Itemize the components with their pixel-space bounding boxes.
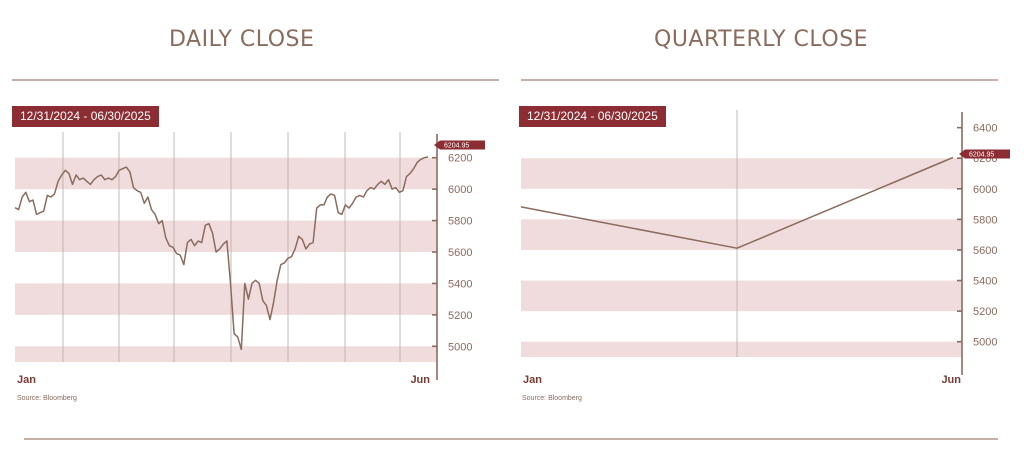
quarterly-band-3 — [521, 158, 962, 189]
daily-x-label-end: Jun — [410, 374, 430, 386]
quarterly-y-tick-label-6000: 6000 — [973, 184, 997, 196]
quarterly-series-line — [520, 156, 954, 249]
quarterly-title-divider — [521, 79, 998, 81]
quarterly-last-value-tag — [959, 149, 1010, 159]
bottom-divider — [24, 438, 998, 440]
quarterly-last-value-label: 6204.95 — [969, 152, 994, 159]
quarterly-y-tick-label-5200: 5200 — [973, 306, 997, 318]
daily-band-3 — [15, 157, 437, 190]
daily-band-0 — [15, 346, 437, 362]
daily-source-note: Source: Bloomberg — [17, 395, 77, 402]
daily-y-tick-label-5800: 5800 — [448, 216, 472, 228]
quarterly-range-badge: 12/31/2024 - 06/30/2025 — [519, 106, 666, 127]
quarterly-band-0 — [521, 341, 962, 357]
quarterly-band-2 — [521, 219, 962, 250]
quarterly-y-tick-label-5600: 5600 — [973, 245, 997, 257]
quarterly-y-tick-label-5400: 5400 — [973, 276, 997, 288]
daily-y-tick-label-5600: 5600 — [448, 247, 472, 259]
quarterly-x-label-end: Jun — [941, 374, 961, 386]
daily-y-tick-label-6200: 6200 — [448, 153, 472, 165]
daily-last-value-tag — [434, 140, 485, 150]
daily-close-title: DAILY CLOSE — [169, 27, 315, 52]
daily-y-tick-label-5200: 5200 — [448, 310, 472, 322]
daily-y-tick-label-6000: 6000 — [448, 184, 472, 196]
quarterly-x-label-start: Jan — [523, 374, 542, 386]
quarterly-y-tick-label-5800: 5800 — [973, 214, 997, 226]
quarterly-y-tick-label-5000: 5000 — [973, 337, 997, 349]
daily-title-divider — [12, 79, 499, 81]
quarterly-y-tick-label-6400: 6400 — [973, 123, 997, 135]
daily-band-1 — [15, 283, 437, 315]
quarterly-source-note: Source: Bloomberg — [522, 395, 582, 402]
daily-x-label-start: Jan — [17, 374, 36, 386]
daily-range-badge: 12/31/2024 - 06/30/2025 — [12, 106, 159, 127]
quarterly-close-title: QUARTERLY CLOSE — [654, 27, 869, 52]
daily-band-2 — [15, 220, 437, 252]
daily-series-line — [14, 156, 429, 351]
daily-last-value-label: 6204.95 — [444, 143, 469, 150]
quarterly-band-1 — [521, 280, 962, 312]
daily-y-tick-label-5000: 5000 — [448, 341, 472, 353]
daily-y-tick-label-5400: 5400 — [448, 278, 472, 290]
